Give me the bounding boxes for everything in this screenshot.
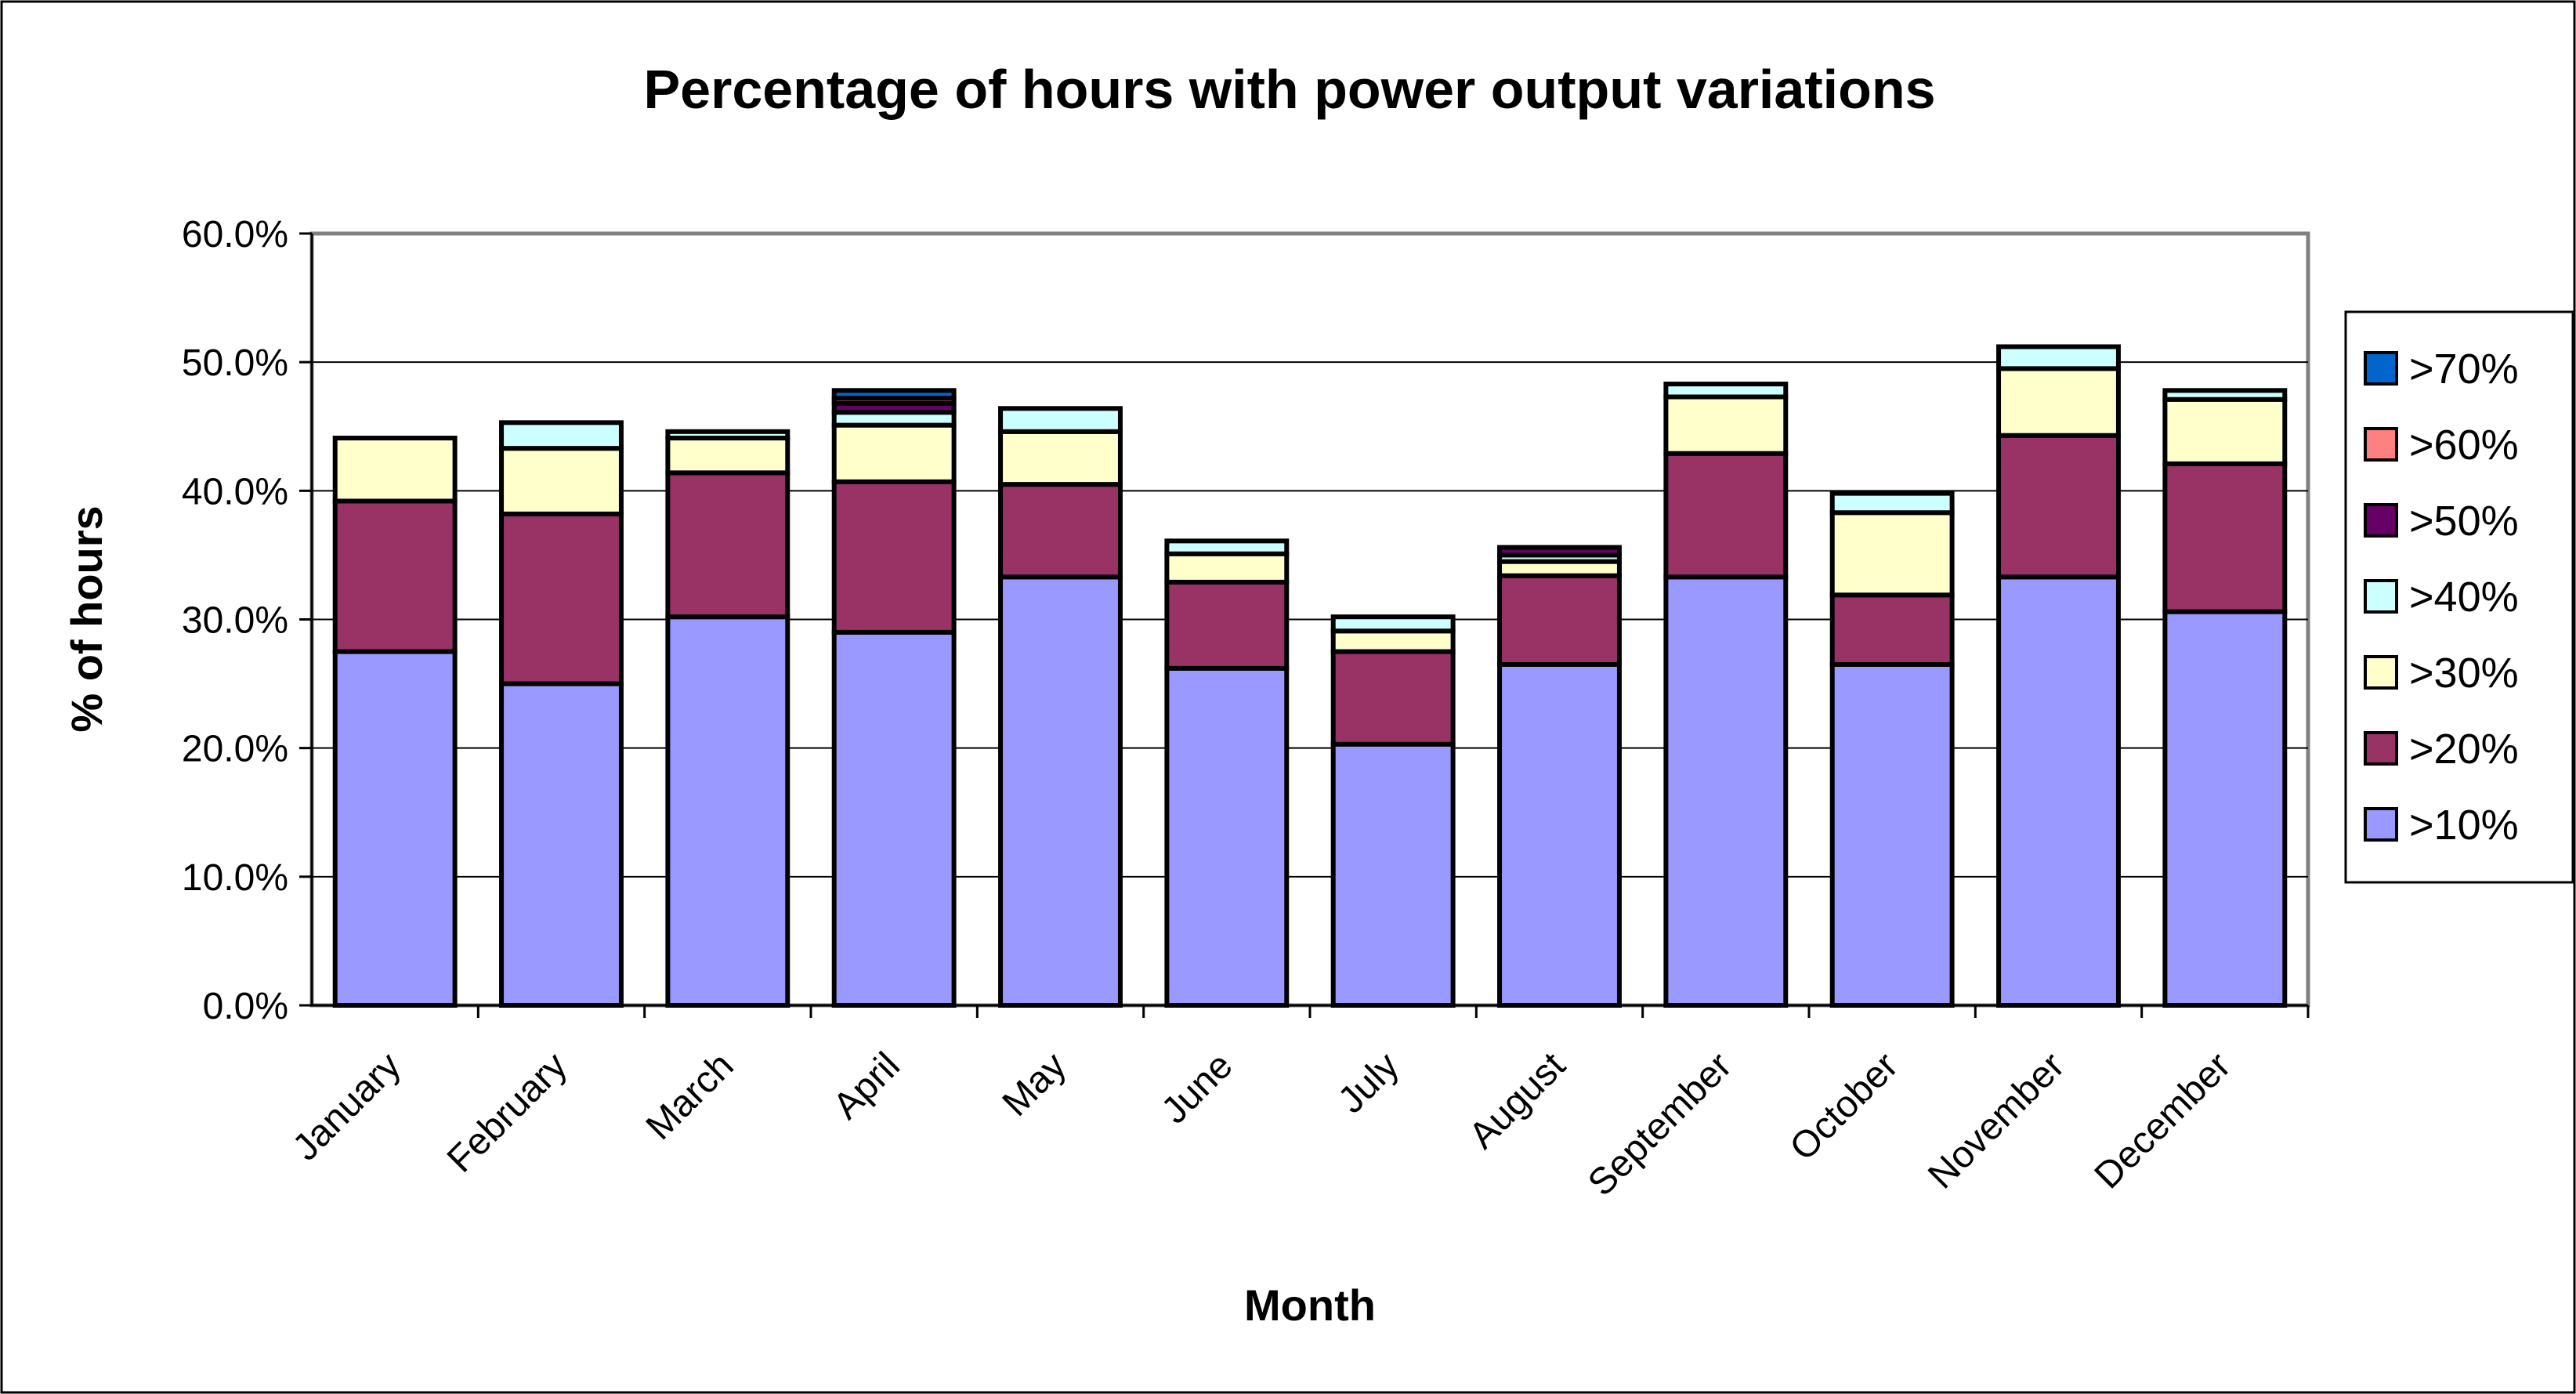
bar-segment (2162, 396, 2288, 466)
bar-segment (1829, 491, 1955, 516)
legend-swatch (2364, 503, 2398, 538)
legend-swatch (2364, 731, 2398, 766)
bars (332, 344, 2288, 1008)
bar-segment (332, 649, 458, 1008)
bar-segment (998, 574, 1123, 1008)
legend-swatch (2364, 351, 2398, 386)
bar-segment (499, 681, 624, 1008)
bar-segment (1164, 538, 1290, 556)
y-tick-label: 20.0% (182, 729, 288, 770)
legend-label: >30% (2409, 650, 2519, 697)
bar-segment (665, 614, 791, 1008)
bar-segment (1164, 579, 1290, 671)
legend-label: >20% (2409, 726, 2519, 773)
bar-segment (1663, 451, 1789, 580)
legend-label: >40% (2409, 574, 2519, 621)
bar-segment (998, 406, 1123, 434)
legend-label: >60% (2409, 422, 2519, 469)
bar-segment (1829, 661, 1955, 1008)
y-tick-label: 30.0% (182, 600, 288, 642)
y-axis-title: % of hours (62, 505, 111, 732)
legend-label: >70% (2409, 346, 2519, 393)
bar-segment (831, 629, 957, 1008)
bar-segment (332, 498, 458, 654)
legend-swatch (2364, 807, 2398, 842)
bar-segment (2162, 461, 2288, 614)
gridlines (312, 361, 2308, 878)
bar-segment (831, 388, 957, 401)
y-tick-label: 40.0% (182, 471, 288, 512)
bar-segment (1330, 649, 1456, 747)
bar-segment (332, 436, 458, 504)
x-axis-title: Month (1244, 1280, 1376, 1330)
bar-segment (1497, 661, 1622, 1008)
bar-segment (665, 470, 791, 620)
bar-segment (1996, 574, 2121, 1008)
bar-segment (1663, 394, 1789, 456)
chart-title: Percentage of hours with power output va… (643, 59, 1935, 120)
bar-segment (1330, 741, 1456, 1008)
legend-swatch (2364, 655, 2398, 690)
bar-segment (665, 436, 791, 476)
legend-swatch (2364, 579, 2398, 614)
bar-segment (1330, 628, 1456, 654)
bar-segment (1996, 344, 2121, 371)
bar-segment (665, 429, 791, 441)
bar-segment (1996, 433, 2121, 580)
bar-segment (1497, 573, 1622, 667)
bar-segment (499, 420, 624, 451)
bar-segment (1829, 592, 1955, 667)
bar-segment (1330, 614, 1456, 634)
bar-segment (831, 479, 957, 635)
y-tick-label: 50.0% (182, 342, 288, 384)
legend-swatch (2364, 427, 2398, 462)
bar-segment (998, 482, 1123, 580)
y-tick-label: 10.0% (182, 857, 288, 899)
legend-label: >50% (2409, 498, 2519, 545)
bar-segment (499, 446, 624, 516)
bar-segment (1164, 551, 1290, 585)
bar-segment (998, 429, 1123, 487)
bar-segment (831, 422, 957, 484)
bar-segment (2162, 609, 2288, 1008)
legend-label: >10% (2409, 802, 2519, 849)
bar-segment (2162, 388, 2288, 402)
legend-items: >70% >60% >50% >40% >30% >20% >10% (2364, 346, 2519, 849)
y-axis-ticks: 0.0% 10.0% 20.0% 30.0% 40.0% 50.0% 60.0% (182, 214, 312, 1027)
bar-segment (1164, 665, 1290, 1008)
bar-segment (1663, 382, 1789, 400)
y-tick-label: 0.0% (203, 986, 288, 1027)
bar-segment (499, 511, 624, 686)
bar-segment (1829, 510, 1955, 598)
bar-segment (1497, 545, 1622, 558)
bar-segment (1663, 574, 1789, 1008)
bar-segment (1996, 366, 2121, 438)
y-tick-label: 60.0% (182, 214, 288, 255)
